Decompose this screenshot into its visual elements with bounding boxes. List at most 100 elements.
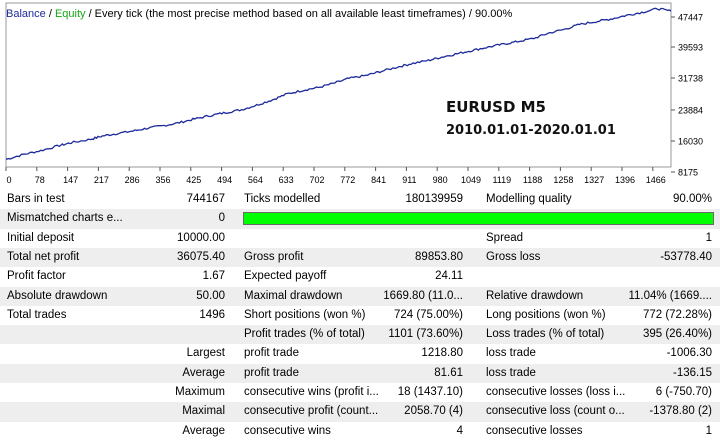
report-cell: 1669.80 (11.0... (383, 289, 463, 302)
report-cell: 744167 (186, 193, 225, 205)
balance-chart: 47447 39593 31738 23884 16030 8175 0 78 147 217 28… (0, 0, 720, 188)
report-cell: 772 (72.28%) (642, 308, 712, 321)
report-cell: -53778.40 (660, 250, 712, 263)
x-tick-label: 911 (402, 175, 416, 185)
x-tick-label: 217 (94, 175, 109, 185)
report-cell: 89853.80 (415, 250, 463, 263)
report-cell: consecutive profit (count... (244, 405, 379, 418)
x-tick-label: 841 (371, 175, 386, 185)
x-tick-label: 633 (279, 175, 294, 185)
report-cell: Average (182, 366, 225, 379)
report-cell: -1378.80 (2) (649, 405, 712, 418)
report-row: Average consecutive wins 4 consecutive loss… (0, 422, 720, 441)
symbol-label: EURUSD M5 (446, 98, 546, 116)
report-row: Mismatched charts e... 0 (0, 209, 720, 229)
report-cell: Total trades (7, 308, 67, 321)
x-tick-label: 1119 (492, 175, 511, 185)
report-cell: 11.04% (1669.... (628, 289, 712, 302)
report-cell: 50.00 (196, 289, 225, 302)
report-cell: Maximal (182, 405, 225, 418)
report-row: Absolute drawdown 50.00 Maximal drawdown 16… (0, 286, 720, 306)
report-cell: Ticks modelled (244, 193, 321, 205)
report-cell: Absolute drawdown (7, 289, 108, 302)
x-tick-label: 78 (35, 175, 45, 185)
x-tick-label: 702 (309, 175, 324, 185)
report-cell: 1.67 (202, 270, 225, 283)
report-cell: Modelling quality (486, 193, 572, 205)
report-cell: Average (182, 424, 225, 437)
report-cell: -1006.30 (666, 347, 712, 360)
x-tick-label: 564 (248, 175, 263, 185)
x-tick-label: 147 (63, 175, 78, 185)
report-cell: Profit trades (% of total) (244, 328, 365, 341)
legend-equity: Equity (54, 8, 86, 20)
x-tick-label: 1327 (584, 175, 604, 185)
report-cell: 2058.70 (4) (404, 405, 463, 418)
report-cell: 4 (456, 424, 463, 437)
report-cell: loss trade (486, 347, 536, 360)
report-cell: profit trade (244, 347, 299, 360)
report-cell: 1218.80 (421, 347, 463, 360)
date-range-label: 2010.01.01-2020.01.01 (446, 123, 616, 138)
report-cell: 1 (705, 231, 712, 244)
x-tick-label: 286 (125, 175, 140, 185)
report-row: Average profit trade 81.61 loss trade -136.1… (0, 363, 720, 383)
x-tick-label: 425 (186, 175, 201, 185)
report-cell: Gross profit (244, 250, 304, 263)
report-cell: 1496 (199, 308, 225, 321)
legend-separator: / (45, 8, 55, 20)
report-cell: 90.00% (672, 193, 712, 205)
report-row: Bars in test 744167 Ticks modelled 18013995… (0, 190, 720, 209)
report-cell: Spread (486, 231, 524, 244)
x-tick-label: 356 (155, 175, 170, 185)
report-cell: Gross loss (486, 250, 541, 263)
report-row: Total trades 1496 Short positions (won %) 7… (0, 306, 720, 325)
chart-legend: Balance / Equity / Every tick (the most … (6, 8, 512, 20)
balance-chart-svg: 47447 39593 31738 23884 16030 8175 0 78 147 217 28… (5, 2, 703, 185)
report-cell: Long positions (won %) (486, 308, 606, 321)
report-cell: loss trade (486, 366, 536, 379)
report-cell: 395 (26.40%) (642, 328, 712, 341)
report-cell: consecutive wins (244, 424, 331, 437)
report-cell: 1101 (73.60%) (388, 328, 463, 341)
x-tick-label: 494 (217, 175, 232, 185)
y-tick-label: 47447 (678, 13, 703, 23)
report-row: Maximum consecutive wins (profit i... 18 (… (0, 383, 720, 402)
report-cell: Mismatched charts e... (7, 212, 123, 225)
report-cell: 18 (1437.10) (397, 386, 463, 398)
report-cell: profit trade (244, 366, 299, 379)
report-cell: Total net profit (7, 250, 80, 263)
report-row: Profit factor 1.67 Expected payoff 24.11 (0, 267, 720, 286)
y-tick-label: 31738 (678, 74, 703, 84)
legend-description: / Every tick (the most precise method ba… (85, 8, 513, 20)
x-tick-label: 1049 (461, 175, 481, 185)
report-cell: Relative drawdown (486, 289, 584, 302)
report-cell: Expected payoff (244, 270, 327, 283)
report-cell: Bars in test (7, 193, 65, 205)
report-cell: 81.61 (434, 366, 463, 379)
modelling-quality-bar (243, 212, 714, 226)
report-cell: consecutive losses (486, 424, 583, 437)
report-cell: -136.15 (672, 366, 712, 379)
y-tick-label: 16030 (678, 137, 703, 147)
report-cell: consecutive wins (profit i... (244, 386, 379, 398)
report-cell: Profit factor (7, 270, 66, 283)
x-tick-label: 1396 (615, 175, 635, 185)
x-tick-label: 1466 (646, 175, 666, 185)
report-cell: 0 (218, 212, 225, 225)
report-cell: 24.11 (435, 270, 463, 283)
x-tick-label: 1188 (523, 175, 542, 185)
report-row: Maximal consecutive profit (count... 2058.… (0, 402, 720, 422)
report-row: Total net profit 36075.40 Gross profit 8985… (0, 247, 720, 268)
report-cell: 6 (-750.70) (655, 386, 712, 398)
report-cell: consecutive loss (count o... (486, 405, 625, 418)
y-tick-label: 39593 (678, 43, 703, 53)
report-cell: consecutive losses (loss i... (486, 386, 626, 398)
x-tick-label: 0 (6, 175, 11, 185)
report-cell: 724 (75.00%) (393, 308, 463, 321)
report-cell: 1 (705, 424, 712, 437)
report-cell: Largest (186, 347, 225, 360)
report-cell: Loss trades (% of total) (486, 328, 605, 341)
y-tick-label: 23884 (678, 106, 703, 116)
report-cell: 180139959 (405, 193, 463, 205)
